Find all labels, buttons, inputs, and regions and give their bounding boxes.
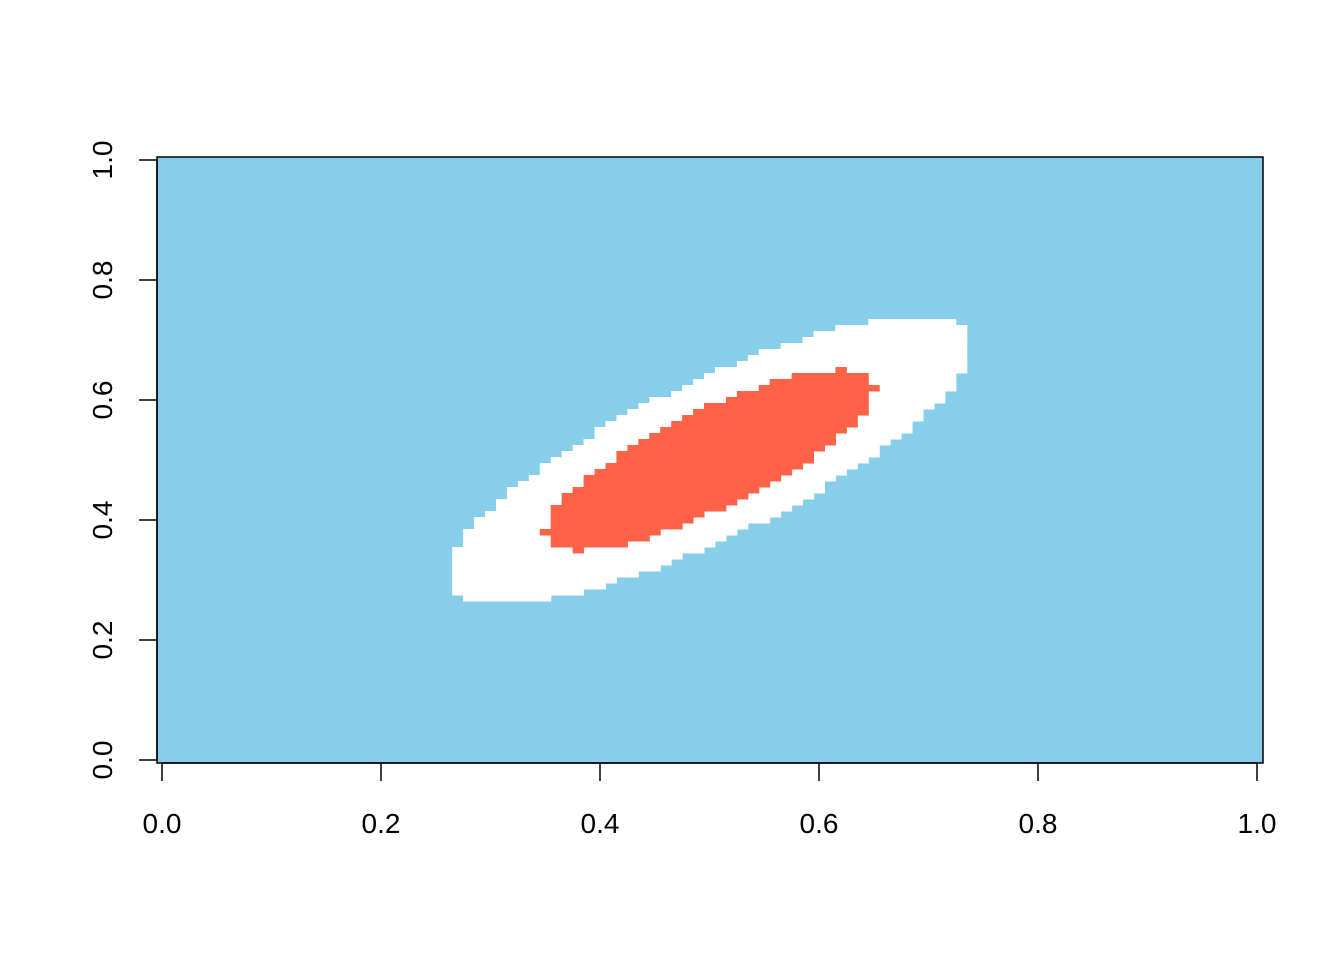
heatmap-cell (572, 487, 760, 494)
heatmap-cell (791, 373, 869, 380)
heatmap-cell (835, 367, 847, 374)
y-axis: 0.0 0.2 0.4 0.6 0.8 1.0 (87, 141, 158, 780)
y-tick-label: 1.0 (87, 141, 118, 180)
x-tick-label: 0.6 (800, 808, 839, 839)
x-tick-label: 0.0 (143, 808, 182, 839)
heatmap-cell (769, 379, 869, 386)
heatmap-cell (550, 523, 683, 530)
heatmap-cell (561, 499, 738, 506)
heatmap-cell (452, 565, 661, 572)
heatmap-cell (583, 475, 782, 482)
heatmap-cell (671, 421, 858, 428)
heatmap-cell (649, 433, 836, 440)
heatmap-cell (736, 391, 869, 398)
heatmap-cell (550, 517, 694, 524)
plot-area (157, 157, 1263, 763)
x-tick-label: 0.4 (581, 808, 620, 839)
heatmap-cell (452, 577, 617, 584)
y-tick-label: 0.0 (87, 741, 118, 780)
heatmap-cell (693, 409, 869, 416)
heatmap-cell (572, 547, 585, 554)
heatmap-cell (463, 595, 552, 602)
y-tick-label: 0.2 (87, 621, 118, 660)
heatmap-cell (550, 541, 628, 548)
heatmap-cell (539, 529, 661, 536)
y-tick-label: 0.6 (87, 381, 118, 420)
y-tick-label: 0.8 (87, 261, 118, 300)
heatmap-cell (682, 415, 858, 422)
heatmap-cell (736, 361, 968, 368)
inner-region (539, 367, 880, 554)
x-axis: 0.0 0.2 0.4 0.6 0.8 1.0 (143, 762, 1277, 839)
heatmap-cell (616, 451, 815, 458)
x-tick-label: 0.8 (1019, 808, 1058, 839)
heatmap-cell (452, 553, 683, 560)
heatmap-cell (802, 337, 968, 344)
heatmap-cell (725, 397, 869, 404)
heatmap-cell (550, 535, 650, 542)
heatmap-cell (627, 445, 825, 452)
heatmap-cell (452, 571, 639, 578)
heatmap-cell (758, 349, 968, 356)
heatmap-cell (452, 589, 585, 596)
heatmap-cell (594, 469, 793, 476)
heatmap-cell (452, 559, 672, 566)
heatmap-cell (452, 583, 606, 590)
heatmap-cell (583, 481, 771, 488)
x-tick-label: 1.0 (1238, 808, 1277, 839)
heatmap-cell (561, 493, 749, 500)
x-tick-label: 0.2 (362, 808, 401, 839)
heatmap-cell (813, 331, 968, 338)
heatmap-cell (835, 325, 968, 332)
heatmap-cell (550, 505, 727, 512)
heatmap-cell (747, 355, 968, 362)
heatmap-cell (868, 319, 957, 326)
heatmap-cell (780, 343, 968, 350)
heatmap-cell (605, 463, 804, 470)
heatmap-cell (550, 511, 705, 518)
heatmap-cell (704, 403, 869, 410)
y-tick-label: 0.4 (87, 501, 118, 540)
heatmap-cell (616, 457, 815, 464)
heatmap-cell (638, 439, 836, 446)
heatmap-cell (660, 427, 847, 434)
heatmap-cell (758, 385, 880, 392)
